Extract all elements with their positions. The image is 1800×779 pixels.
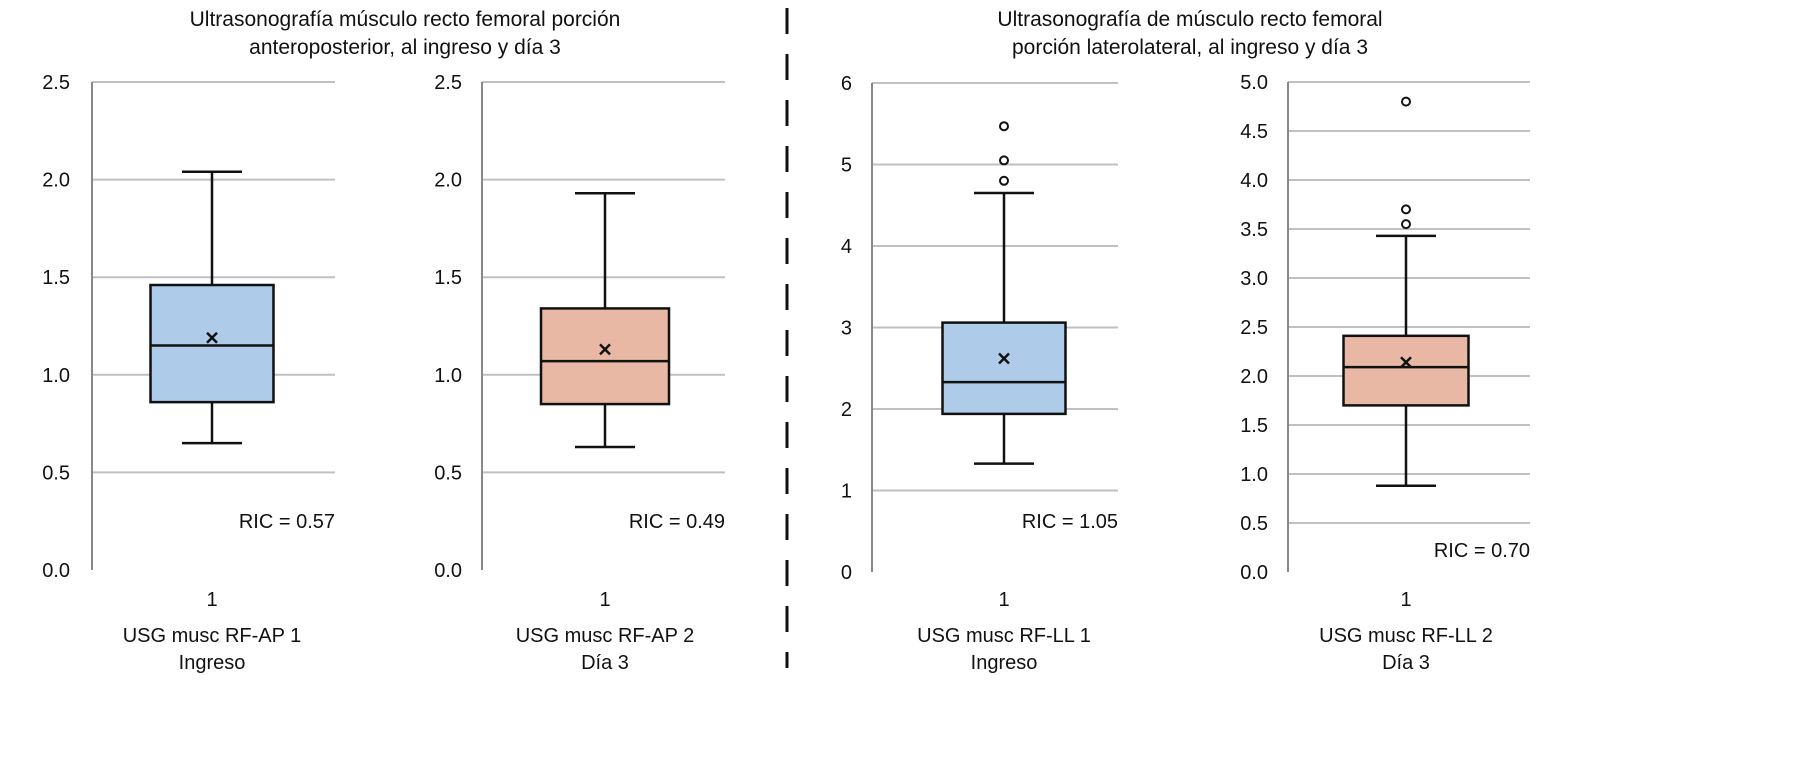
iqr-box — [539, 307, 671, 406]
y-tick-label: 0.5 — [434, 462, 462, 484]
outlier-point — [999, 175, 1009, 186]
mean-marker — [599, 343, 611, 356]
y-tick-label: 1.0 — [1240, 464, 1268, 486]
outlier-point — [1401, 219, 1411, 230]
y-tick-label: 0.0 — [42, 560, 70, 582]
iqr-box — [941, 321, 1067, 416]
y-tick-label: 0.5 — [42, 462, 70, 484]
boxplot-chart-1: 0.0 0.5 1.0 1.5 2.0 2.5 RIC = 0.57 1 USG musc RF… — [42, 72, 335, 674]
y-tick-label: 2.5 — [42, 72, 70, 94]
x-axis-label-line1: USG musc RF-LL 2 — [1319, 625, 1493, 647]
outlier-point — [1401, 96, 1411, 107]
y-tick-label: 2.5 — [1240, 317, 1268, 339]
y-tick-label: 0.0 — [434, 560, 462, 582]
ric-annotation: RIC = 0.70 — [1434, 540, 1530, 562]
left-title-line2: anteroposterior, al ingreso y día 3 — [249, 36, 561, 59]
ric-annotation: RIC = 0.57 — [239, 511, 335, 533]
y-tick-label: 2 — [841, 399, 852, 421]
y-tick-label: 1.0 — [434, 365, 462, 387]
y-tick-label: 5.0 — [1240, 72, 1268, 94]
x-axis-label-line2: Día 3 — [1382, 652, 1430, 674]
x-axis-label-line2: Ingreso — [179, 652, 246, 674]
y-tick-label: 2.5 — [434, 72, 462, 94]
outlier-point — [999, 155, 1009, 166]
y-tick-label: 3 — [841, 318, 852, 340]
y-tick-label: 0.5 — [1240, 513, 1268, 535]
iqr-box — [149, 283, 275, 404]
y-tick-label: 2.0 — [42, 170, 70, 192]
y-tick-label: 4.0 — [1240, 170, 1268, 192]
y-tick-label: 6 — [841, 73, 852, 95]
y-tick-label: 1.5 — [42, 267, 70, 289]
y-tick-label: 1.5 — [1240, 415, 1268, 437]
y-tick-label: 2.0 — [1240, 366, 1268, 388]
y-tick-label: 2.0 — [434, 170, 462, 192]
y-tick-label: 0 — [841, 562, 852, 584]
boxplot-chart-2: 0.0 0.5 1.0 1.5 2.0 2.5 RIC = 0.49 1 USG musc RF… — [434, 72, 725, 674]
x-tick-label: 1 — [998, 589, 1009, 611]
y-tick-label: 3.5 — [1240, 219, 1268, 241]
y-tick-label: 3.0 — [1240, 268, 1268, 290]
boxplot-chart-3: 0 1 2 3 4 5 6 RIC = 1.05 1 USG musc RF-LL 1 Ingres… — [841, 73, 1118, 674]
x-axis-label-line1: USG musc RF-AP 2 — [516, 625, 695, 647]
mean-marker — [998, 352, 1010, 365]
y-tick-label: 0.0 — [1240, 562, 1268, 584]
boxplot-chart-4: 0.0 0.5 1.0 1.5 2.0 2.5 3.0 3.5 4.0 4.5 5.0 RIC = 0… — [1240, 72, 1530, 674]
y-tick-label: 4.5 — [1240, 121, 1268, 143]
x-tick-label: 1 — [1400, 589, 1411, 611]
mean-marker — [1400, 356, 1412, 369]
left-title-line1: Ultrasonografía músculo recto femoral po… — [190, 8, 621, 31]
x-axis-label-line2: Día 3 — [581, 652, 629, 674]
y-tick-label: 1.0 — [42, 365, 70, 387]
right-title-line1: Ultrasonografía de músculo recto femoral — [997, 8, 1382, 31]
x-axis-label-line1: USG musc RF-AP 1 — [123, 625, 302, 647]
ric-annotation: RIC = 0.49 — [629, 511, 725, 533]
x-tick-label: 1 — [599, 589, 610, 611]
y-tick-label: 4 — [841, 236, 852, 258]
y-tick-label: 1.5 — [434, 267, 462, 289]
x-tick-label: 1 — [206, 589, 217, 611]
x-axis-label-line1: USG musc RF-LL 1 — [917, 625, 1091, 647]
right-title-line2: porción laterolateral, al ingreso y día … — [1012, 36, 1368, 59]
mean-marker — [206, 331, 218, 344]
y-tick-label: 5 — [841, 155, 852, 177]
x-axis-label-line2: Ingreso — [971, 652, 1038, 674]
y-tick-label: 1 — [841, 481, 852, 503]
ric-annotation: RIC = 1.05 — [1022, 511, 1118, 533]
outlier-point — [999, 121, 1009, 132]
outlier-point — [1401, 204, 1411, 215]
iqr-box — [1342, 334, 1470, 407]
